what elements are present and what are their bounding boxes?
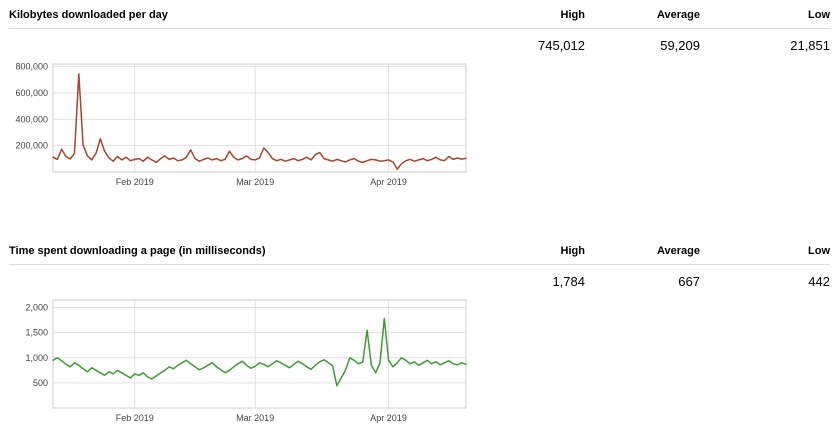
panel-title: Kilobytes downloaded per day — [9, 9, 168, 21]
svg-text:200,000: 200,000 — [15, 141, 48, 151]
panel-stats-row: 745,012 59,209 21,851 — [9, 29, 830, 56]
chart-area: 500 1,000 1,500 2,000 Feb 2019 Mar 2019 Apr 20… — [9, 294, 830, 431]
svg-text:400,000: 400,000 — [15, 114, 48, 124]
low-column-header: Low — [808, 9, 830, 21]
kilobytes-downloaded-chart: 200,000 400,000 600,000 800,000 Feb 2019 Mar … — [15, 62, 467, 187]
download-time-chart: 500 1,000 1,500 2,000 Feb 2019 Mar 2019 Apr 20… — [25, 299, 467, 423]
svg-text:Feb 2019: Feb 2019 — [116, 177, 154, 187]
panel-header: Kilobytes downloaded per day High Averag… — [9, 5, 830, 29]
svg-text:Apr 2019: Apr 2019 — [370, 413, 407, 423]
svg-text:500: 500 — [33, 378, 48, 388]
average-column-header: Average — [656, 245, 700, 257]
spacer — [9, 274, 470, 289]
panel-title: Time spent downloading a page (in millis… — [9, 245, 266, 257]
average-value: 59,209 — [660, 38, 700, 53]
svg-text:1,500: 1,500 — [25, 328, 48, 338]
panel-download-time: Time spent downloading a page (in millis… — [0, 241, 839, 431]
svg-text:2,000: 2,000 — [25, 303, 48, 313]
svg-text:Apr 2019: Apr 2019 — [370, 177, 407, 187]
svg-text:600,000: 600,000 — [15, 88, 48, 98]
chart-area: 200,000 400,000 600,000 800,000 Feb 2019 Mar … — [9, 58, 830, 195]
low-value: 21,851 — [790, 38, 830, 53]
svg-text:Feb 2019: Feb 2019 — [116, 413, 154, 423]
low-value: 442 — [808, 274, 830, 289]
panel-stats-row: 1,784 667 442 — [9, 265, 830, 292]
spacer — [9, 38, 470, 53]
high-column-header: High — [560, 9, 585, 21]
high-value: 745,012 — [538, 38, 585, 53]
svg-text:800,000: 800,000 — [15, 62, 48, 72]
svg-text:Mar 2019: Mar 2019 — [236, 413, 274, 423]
svg-text:Mar 2019: Mar 2019 — [236, 177, 274, 187]
high-column-header: High — [560, 245, 585, 257]
low-column-header: Low — [808, 245, 830, 257]
panel-header: Time spent downloading a page (in millis… — [9, 241, 830, 265]
panel-kilobytes-downloaded: Kilobytes downloaded per day High Averag… — [0, 5, 839, 195]
average-column-header: Average — [656, 9, 700, 21]
svg-text:1,000: 1,000 — [25, 353, 48, 363]
high-value: 1,784 — [552, 274, 585, 289]
average-value: 667 — [678, 274, 700, 289]
